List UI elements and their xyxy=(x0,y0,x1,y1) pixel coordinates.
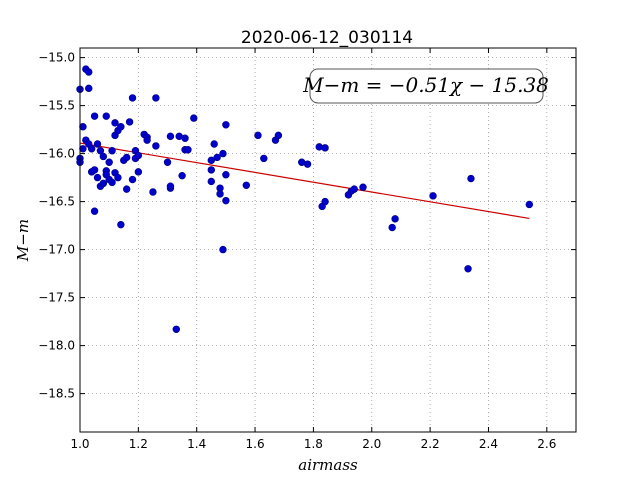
data-point xyxy=(128,94,137,102)
data-point xyxy=(350,185,358,193)
data-point xyxy=(181,134,189,142)
data-point xyxy=(134,168,143,176)
data-point xyxy=(152,142,160,150)
y-tick-label: −16.5 xyxy=(38,195,75,209)
data-point xyxy=(108,178,116,187)
data-point xyxy=(216,190,224,198)
data-point xyxy=(114,173,122,182)
data-point xyxy=(99,152,108,161)
data-point xyxy=(166,182,175,190)
y-tick-labels: −15.0 −15.5 −16.0 −16.5 −17.0 −17.5 −18.0 −18.5 xyxy=(38,51,75,401)
data-point xyxy=(222,196,230,205)
x-tick-label: 2.4 xyxy=(479,437,498,451)
data-point xyxy=(321,144,329,152)
data-point xyxy=(108,147,116,155)
data-point xyxy=(222,121,230,129)
data-point xyxy=(79,123,87,131)
fit-annotation-box xyxy=(309,68,544,104)
data-point xyxy=(102,112,110,120)
y-tick-label: −18.0 xyxy=(38,339,75,353)
x-tick-label: 1.0 xyxy=(70,437,89,451)
data-point xyxy=(391,215,399,223)
data-point xyxy=(213,153,221,162)
data-point xyxy=(122,185,131,193)
data-point xyxy=(143,136,151,144)
y-tick-label: −15.0 xyxy=(38,51,75,65)
fit-line xyxy=(79,142,530,220)
data-point xyxy=(79,145,87,153)
data-point xyxy=(90,166,99,174)
y-axis-label: M−m xyxy=(14,219,32,262)
data-point xyxy=(222,171,230,179)
fit-annotation: M−m = −0.51χ − 15.38 xyxy=(302,73,549,97)
x-tick-label: 2.0 xyxy=(362,437,381,451)
data-point xyxy=(219,245,227,254)
data-point xyxy=(93,173,102,182)
data-point xyxy=(122,153,131,162)
data-point xyxy=(128,175,137,184)
data-point xyxy=(210,140,218,148)
plot-frame xyxy=(79,47,577,433)
data-point xyxy=(152,94,160,102)
x-tick-label: 2.6 xyxy=(537,437,556,451)
x-tick-label: 1.6 xyxy=(246,437,265,451)
data-point xyxy=(90,207,99,215)
data-point xyxy=(254,131,262,140)
data-point xyxy=(359,183,367,191)
data-point xyxy=(303,160,312,168)
data-point xyxy=(207,156,215,165)
y-tick-label: −17.0 xyxy=(38,243,75,257)
data-point xyxy=(260,154,268,163)
data-point xyxy=(184,146,192,154)
data-point xyxy=(117,220,125,229)
x-tick-labels: 1.0 1.2 1.4 1.6 1.8 2.0 2.2 2.4 2.6 xyxy=(70,437,556,451)
data-point xyxy=(163,158,172,166)
data-point xyxy=(388,223,396,232)
x-tick-label: 2.2 xyxy=(421,437,440,451)
data-point xyxy=(149,188,157,196)
fit-line-group xyxy=(79,142,530,220)
data-point xyxy=(464,265,472,273)
y-tick-label: −17.5 xyxy=(38,291,75,305)
data-point xyxy=(207,177,215,186)
data-point xyxy=(87,145,96,153)
y-tick-label: −16.0 xyxy=(38,147,75,161)
x-tick-label: 1.8 xyxy=(304,437,323,451)
data-point xyxy=(166,132,175,141)
data-point xyxy=(429,192,437,200)
data-point xyxy=(178,171,186,180)
x-tick-label: 1.2 xyxy=(129,437,148,451)
data-point xyxy=(242,181,251,189)
x-axis-label: airmass xyxy=(298,456,358,474)
data-point xyxy=(525,200,534,209)
data-point xyxy=(172,325,180,333)
data-point xyxy=(207,166,215,174)
data-point xyxy=(99,179,108,188)
y-tick-label: −15.5 xyxy=(38,99,75,113)
data-point xyxy=(85,84,93,93)
x-tick-label: 1.4 xyxy=(187,437,206,451)
data-point xyxy=(105,158,113,166)
data-point xyxy=(117,123,125,131)
data-point xyxy=(93,140,102,148)
data-points xyxy=(76,65,534,333)
axis-ticks xyxy=(79,48,576,432)
data-point xyxy=(125,118,134,126)
data-point xyxy=(321,197,329,206)
data-point xyxy=(111,119,119,127)
data-point xyxy=(134,151,143,160)
data-point xyxy=(274,131,283,140)
y-tick-label: −18.5 xyxy=(38,387,75,401)
data-point xyxy=(190,114,198,122)
chart-title: 2020-06-12_030114 xyxy=(241,28,413,48)
data-point xyxy=(219,149,227,158)
data-point xyxy=(85,68,93,76)
data-point xyxy=(90,112,99,120)
data-point xyxy=(96,147,105,155)
data-point xyxy=(467,174,475,183)
